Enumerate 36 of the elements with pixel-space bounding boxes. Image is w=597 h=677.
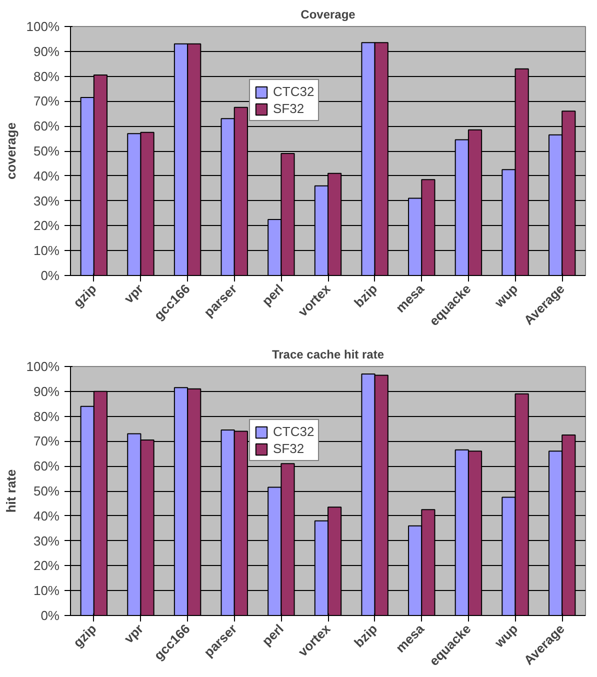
chart-title: Trace cache hit rate bbox=[272, 348, 384, 362]
y-tick-label: 10% bbox=[33, 583, 60, 598]
y-tick-label: 20% bbox=[33, 218, 60, 234]
legend-label: CTC32 bbox=[273, 424, 314, 439]
y-tick-label: 10% bbox=[33, 243, 60, 258]
y-tick-label: 0% bbox=[40, 268, 60, 283]
legend-label: SF32 bbox=[273, 441, 304, 456]
y-tick-label: 30% bbox=[33, 533, 60, 548]
y-tick-label: 70% bbox=[33, 434, 60, 449]
y-tick-label: 0% bbox=[40, 608, 60, 623]
y-tick-label: 40% bbox=[33, 508, 60, 524]
legend-label: CTC32 bbox=[273, 84, 314, 99]
y-tick-label: 100% bbox=[26, 359, 60, 374]
y-tick-label: 80% bbox=[33, 68, 60, 84]
x-tick-label: bzip bbox=[351, 281, 380, 310]
x-tick-label: wup bbox=[490, 621, 521, 651]
x-tick-label: bzip bbox=[351, 621, 380, 650]
y-tick-label: 80% bbox=[33, 408, 60, 424]
legend-label: SF32 bbox=[273, 101, 304, 116]
y-tick-label: 60% bbox=[33, 458, 60, 474]
y-tick-label: 40% bbox=[33, 168, 60, 184]
chart-title: Coverage bbox=[300, 8, 356, 22]
y-tick-label: 60% bbox=[33, 118, 60, 134]
y-tick-label: 100% bbox=[26, 19, 60, 34]
y-tick-label: 50% bbox=[33, 484, 60, 498]
y-axis-title: coverage bbox=[3, 122, 18, 180]
y-tick-label: 90% bbox=[33, 384, 60, 399]
x-tick-label: vpr bbox=[121, 281, 146, 306]
y-axis-title: hit rate bbox=[3, 469, 18, 513]
y-tick-label: 70% bbox=[33, 94, 60, 109]
y-tick-label: 90% bbox=[33, 44, 60, 59]
x-tick-label: wup bbox=[490, 281, 521, 311]
x-tick-label: vpr bbox=[121, 621, 146, 646]
y-tick-label: 20% bbox=[33, 558, 60, 574]
y-tick-label: 50% bbox=[33, 144, 60, 158]
y-tick-label: 30% bbox=[33, 193, 60, 208]
